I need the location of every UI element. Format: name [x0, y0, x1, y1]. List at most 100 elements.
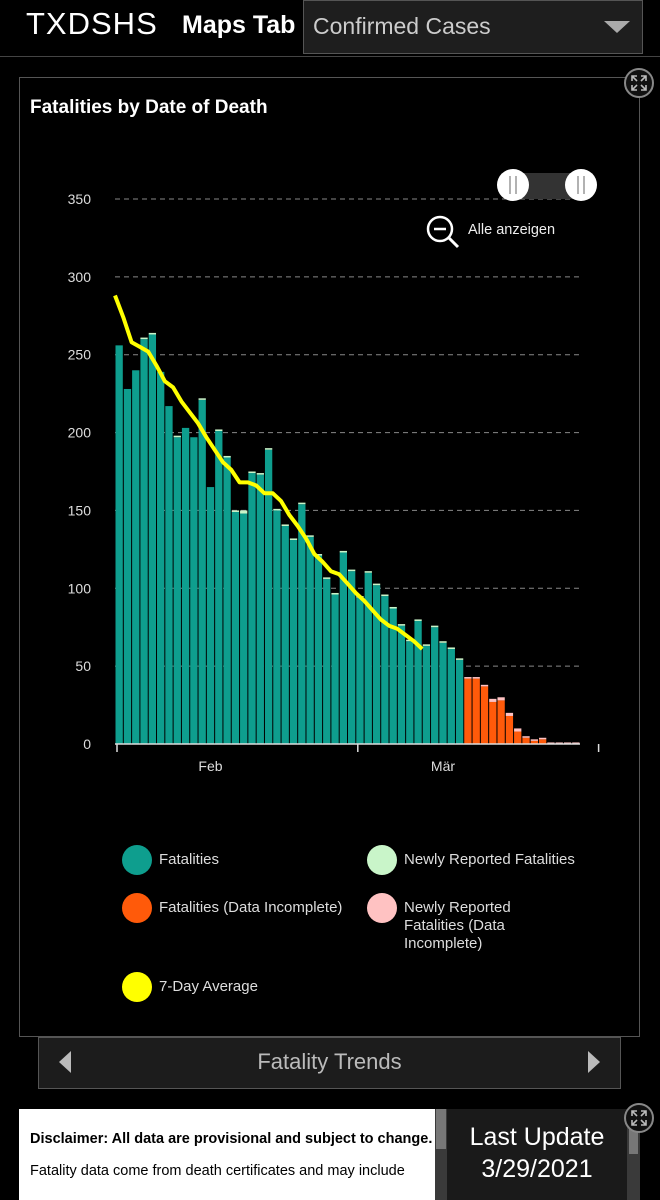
- bar: [306, 535, 314, 537]
- bar: [522, 737, 530, 744]
- legend-label-incomplete: Fatalities (Data Incomplete): [159, 899, 343, 916]
- bar: [472, 677, 480, 679]
- range-slider-left-handle[interactable]: [497, 169, 529, 201]
- legend-label-newly-reported: Newly Reported Fatalities: [404, 851, 575, 868]
- bar: [273, 508, 281, 511]
- bar: [248, 473, 256, 744]
- last-update-box: Last Update 3/29/2021: [447, 1109, 627, 1200]
- bar: [497, 697, 505, 701]
- chevron-left-icon[interactable]: [59, 1051, 71, 1073]
- bar: [331, 592, 339, 595]
- bar: [480, 684, 489, 687]
- bar: [572, 742, 580, 744]
- bar: [372, 585, 381, 744]
- bar: [157, 371, 165, 744]
- legend-swatch-newly-reported-incomplete: [367, 893, 397, 923]
- bar: [206, 487, 215, 744]
- bar: [447, 647, 455, 650]
- bar: [455, 658, 464, 660]
- bar: [472, 678, 480, 744]
- bar: [372, 583, 381, 586]
- chart-title: Fatalities by Date of Death: [30, 97, 268, 118]
- legend-label-seven-day-average: 7-Day Average: [159, 978, 258, 995]
- chevron-down-icon: [604, 21, 630, 33]
- expand-icon[interactable]: [624, 68, 654, 98]
- bar: [215, 429, 223, 432]
- expand-icon[interactable]: [624, 1103, 654, 1133]
- chart-bars: [115, 332, 580, 744]
- disclaimer-scrollbar[interactable]: [435, 1109, 447, 1200]
- bar: [563, 742, 572, 744]
- bar: [364, 572, 372, 744]
- header-divider: [0, 56, 660, 57]
- bar: [439, 642, 447, 744]
- range-slider-right-handle[interactable]: [565, 169, 597, 201]
- bar: [289, 538, 298, 541]
- bar: [289, 540, 298, 744]
- y-tick-label: 200: [68, 425, 92, 441]
- bar: [505, 715, 514, 744]
- zoom-reset-button[interactable]: Alle anzeigen: [426, 215, 555, 249]
- bar: [148, 334, 157, 744]
- bar: [240, 510, 248, 514]
- range-slider[interactable]: [497, 169, 597, 201]
- bar: [298, 502, 306, 505]
- bar: [165, 406, 173, 744]
- y-axis: 0 50 100 150 200 250 300 350: [68, 191, 92, 752]
- bar: [281, 526, 289, 744]
- y-tick-label: 50: [75, 658, 91, 674]
- scrollbar-thumb[interactable]: [436, 1109, 446, 1149]
- x-tick-label: Feb: [198, 758, 222, 774]
- bar: [522, 736, 530, 738]
- bar: [339, 550, 347, 553]
- bar: [306, 536, 314, 744]
- seven-day-average-line: [113, 294, 424, 651]
- last-update-date: 3/29/2021: [481, 1155, 593, 1183]
- top-bar: TXDSHS Maps Tab Confirmed Cases: [0, 0, 660, 56]
- bar: [439, 641, 447, 643]
- tab-title[interactable]: Maps Tab: [182, 11, 296, 39]
- bar: [389, 608, 397, 744]
- bar: [538, 739, 547, 744]
- bar: [256, 474, 264, 744]
- chevron-right-icon[interactable]: [588, 1051, 600, 1073]
- legend-swatch-fatalities: [122, 845, 152, 875]
- bar: [422, 644, 431, 646]
- bar: [140, 339, 148, 744]
- bar: [173, 437, 181, 744]
- seven-day-average-series: [113, 294, 424, 651]
- zoom-reset-label: Alle anzeigen: [468, 222, 555, 238]
- x-tick-label: Mär: [431, 758, 455, 774]
- bar: [190, 437, 198, 744]
- brand-title: TXDSHS: [26, 6, 158, 41]
- bar: [140, 337, 148, 340]
- bar: [115, 345, 123, 744]
- bar: [123, 388, 132, 744]
- disclaimer-text: Fatality data come from death certificat…: [30, 1163, 405, 1179]
- bar: [447, 649, 455, 744]
- bar: [389, 606, 397, 609]
- bar: [530, 739, 538, 741]
- legend-swatch-incomplete: [122, 893, 152, 923]
- zoom-out-icon-handle: [447, 236, 460, 249]
- bar: [348, 569, 356, 572]
- bar: [414, 619, 422, 621]
- y-tick-label: 350: [68, 191, 92, 207]
- bar: [489, 698, 497, 702]
- bar: [514, 728, 522, 732]
- grip-icon: [509, 176, 517, 194]
- metric-dropdown[interactable]: Confirmed Cases: [303, 0, 643, 54]
- bar: [323, 578, 331, 744]
- bar: [231, 510, 240, 512]
- bar: [364, 571, 372, 573]
- bar: [397, 624, 406, 626]
- bar: [339, 552, 347, 744]
- bar: [480, 686, 489, 744]
- bar: [148, 332, 157, 335]
- bar: [273, 510, 281, 744]
- bar: [514, 731, 522, 744]
- legend-label-fatalities: Fatalities: [159, 851, 220, 868]
- bar: [414, 620, 422, 744]
- bar: [264, 448, 273, 450]
- dropdown-selected-value: Confirmed Cases: [313, 13, 491, 39]
